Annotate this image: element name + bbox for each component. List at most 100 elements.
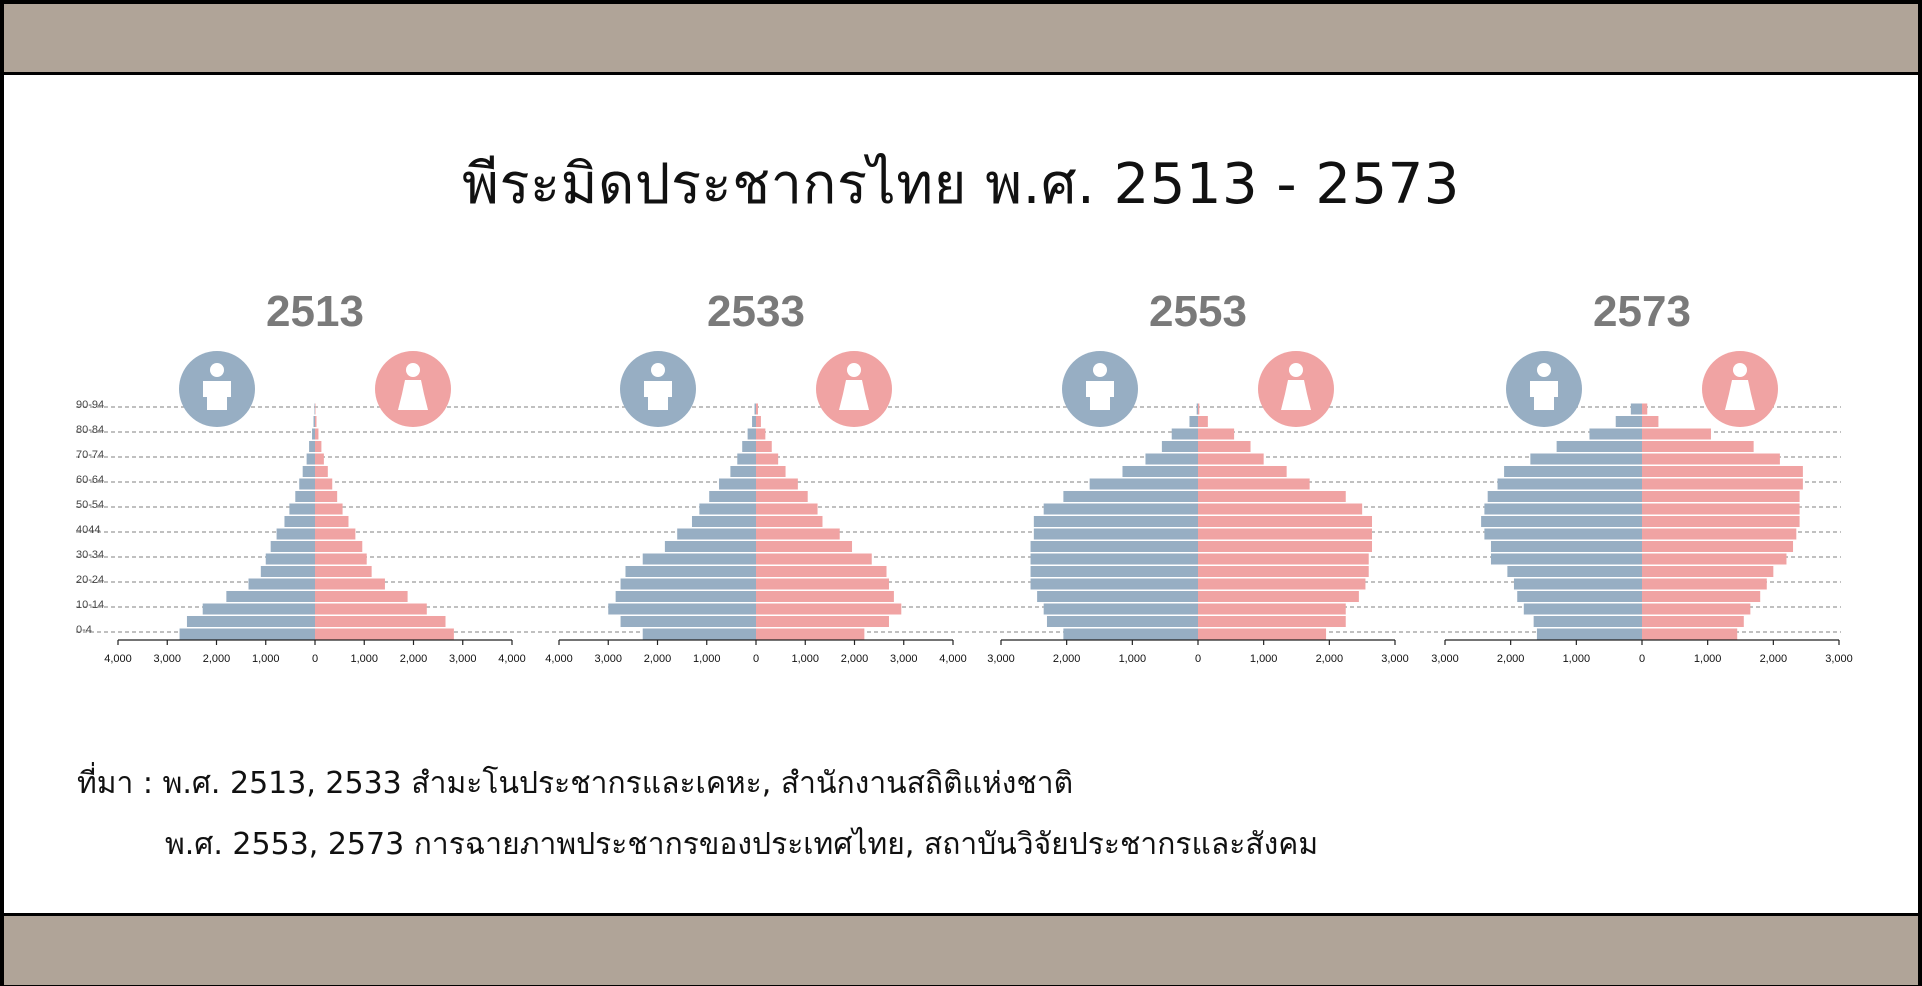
female-bar — [756, 553, 872, 565]
top-band — [4, 4, 1918, 75]
x-tick-label: 3,000 — [594, 653, 622, 665]
female-bar — [315, 616, 446, 627]
male-bar — [1063, 491, 1198, 502]
female-bar — [1642, 428, 1711, 440]
y-tick-label: 50-54 — [76, 499, 104, 511]
female-bar — [1642, 478, 1803, 490]
female-bar — [756, 528, 840, 540]
icon-body — [398, 380, 428, 410]
female-bar — [315, 628, 454, 640]
male-bar — [1033, 516, 1198, 527]
female-bar — [1642, 616, 1744, 627]
x-tick-label: 2,000 — [203, 653, 231, 665]
male-bar — [642, 628, 756, 640]
female-bar — [1198, 428, 1235, 440]
male-bar — [754, 403, 756, 415]
x-tick-label: 1,000 — [1694, 653, 1722, 665]
female-bar — [756, 603, 902, 615]
female-bar — [315, 578, 385, 590]
female-bar — [1642, 416, 1659, 427]
female-bar — [1198, 528, 1373, 540]
icon-head — [1733, 363, 1747, 377]
male-bar — [742, 441, 756, 452]
x-tick-label: 4,000 — [545, 653, 573, 665]
female-bar — [756, 416, 761, 427]
male-bar — [313, 416, 315, 427]
male-bar — [1490, 553, 1642, 565]
female-bar — [315, 478, 333, 490]
male-bar — [620, 578, 756, 590]
icon-body — [839, 380, 869, 410]
pyramid-year-label: 2573 — [1593, 287, 1691, 336]
female-bar — [315, 553, 367, 565]
female-bar — [1198, 541, 1373, 552]
male-bar — [1122, 466, 1198, 477]
y-tick-label: 80-84 — [76, 424, 104, 436]
x-tick-label: 2,000 — [1497, 653, 1525, 665]
male-bar — [202, 603, 315, 615]
male-bar — [1037, 591, 1198, 602]
female-bar — [1642, 403, 1648, 415]
female-bar — [756, 516, 823, 527]
female-bar — [315, 453, 324, 465]
population-pyramids: 2513 4,000 3,000 2,000 1,000 0 1,000 2,000 3,000… — [76, 287, 1853, 665]
female-bar — [756, 578, 889, 590]
male-bar — [642, 553, 756, 565]
female-bar — [1198, 616, 1346, 627]
female-bar — [315, 503, 343, 515]
icon-body — [1086, 381, 1114, 410]
x-tick-label: 2,000 — [1053, 653, 1081, 665]
x-tick-label: 2,000 — [841, 653, 869, 665]
female-person-icon — [1258, 351, 1334, 427]
source-line-1: ที่มา : พ.ศ. 2513, 2533 สำมะโนประชากรและ… — [77, 766, 1074, 801]
male-bar — [1030, 566, 1198, 577]
male-bar — [284, 516, 315, 527]
female-bar — [1198, 403, 1200, 415]
x-tick-label: 3,000 — [890, 653, 918, 665]
y-tick-label: 60-64 — [76, 474, 104, 486]
male-bar — [1189, 416, 1198, 427]
female-bar — [1198, 491, 1346, 502]
male-bar — [179, 628, 315, 640]
male-bar — [1533, 616, 1642, 627]
female-bar — [1642, 441, 1754, 452]
x-tick-label: 0 — [312, 653, 318, 665]
female-bar — [1642, 516, 1800, 527]
female-bar — [1198, 553, 1369, 565]
pyramid-year-label: 2553 — [1149, 287, 1247, 336]
male-bar — [1033, 528, 1198, 540]
x-tick-label: 4,000 — [939, 653, 967, 665]
female-bar — [1642, 591, 1761, 602]
pyramid-2533: 2533 4,000 3,000 2,000 1,000 0 1,000 2,000 3,000… — [545, 287, 967, 665]
pyramid-year-label: 2513 — [266, 287, 364, 336]
male-bar — [248, 578, 315, 590]
male-bar — [1484, 503, 1642, 515]
female-bar — [1642, 491, 1800, 502]
female-bar — [756, 403, 758, 415]
male-bar — [265, 553, 315, 565]
male-bar — [289, 503, 315, 515]
male-bar — [752, 416, 756, 427]
female-person-icon — [816, 351, 892, 427]
male-person-icon — [1062, 351, 1138, 427]
female-bar — [1198, 466, 1287, 477]
x-tick-label: 1,000 — [1563, 653, 1591, 665]
male-person-icon — [179, 351, 255, 427]
female-bar — [1198, 591, 1359, 602]
male-bar — [1043, 503, 1198, 515]
female-bar — [1198, 453, 1264, 465]
x-tick-label: 2,000 — [1760, 653, 1788, 665]
female-bar — [1198, 566, 1369, 577]
female-bar — [756, 566, 887, 577]
female-bar — [1642, 566, 1774, 577]
female-bar — [756, 541, 853, 552]
male-bar — [1490, 541, 1642, 552]
male-bar — [306, 453, 315, 465]
male-bar — [730, 466, 756, 477]
x-tick-label: 3,000 — [153, 653, 181, 665]
pyramid-2573: 2573 3,000 2,000 1,000 0 1,000 2,000 3,000 — [1431, 287, 1853, 665]
female-bar — [315, 416, 317, 427]
male-bar — [1507, 566, 1642, 577]
female-bar — [1198, 603, 1346, 615]
